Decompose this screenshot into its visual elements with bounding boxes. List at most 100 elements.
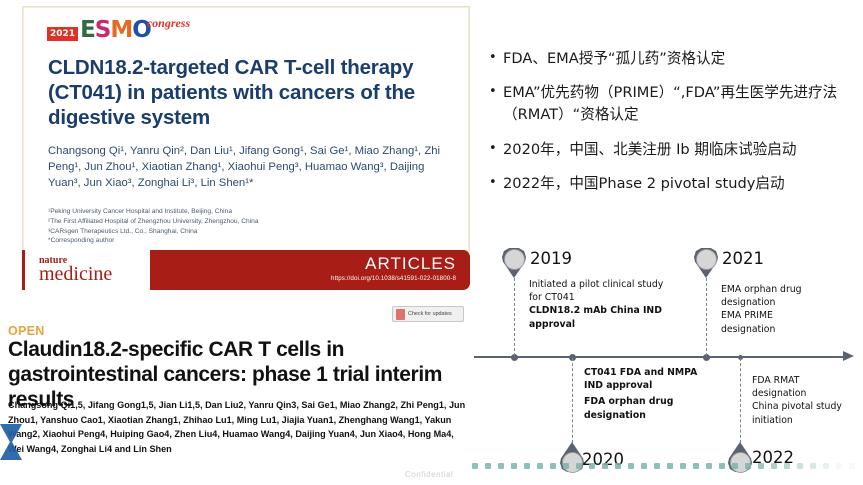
decoration-dot [615, 463, 621, 469]
pin-circle [696, 249, 717, 270]
decoration-dot [576, 463, 582, 469]
esmo-logo: 2021 E S M O congress [47, 15, 191, 44]
crossmark-icon [396, 308, 405, 320]
nature-medicine-authors: Changsong Qi1,5, Jifang Gong1,5, Jian Li… [8, 400, 466, 455]
decoration-dot [628, 463, 634, 469]
decoration-dot [849, 463, 855, 469]
timeline-axis [474, 356, 844, 358]
bullet-dot-icon: • [489, 50, 497, 65]
esmo-poster-affiliations: ¹Peking University Cancer Hospital and I… [48, 207, 448, 246]
event-line: Initiated a pilot clinical study [529, 279, 664, 290]
check-for-updates-badge[interactable]: Check for updates [392, 306, 464, 322]
timeline-connector-2020 [572, 358, 573, 448]
decoration-dot [667, 463, 673, 469]
bullet-item: • FDA、EMA授予“孤儿药”资格认定 [489, 48, 859, 70]
event-line: FDA RMAT [752, 375, 800, 386]
decoration-dot [654, 463, 660, 469]
esmo-letter-e: E [80, 17, 96, 44]
event-line: FDA orphan drug [584, 396, 674, 408]
esmo-congress-word: congress [146, 16, 191, 30]
esmo-letter-o: O [132, 17, 152, 44]
timeline-year-label-2021: 2021 [722, 249, 764, 268]
timeline-events-2019: Initiated a pilot clinical study for CT0… [529, 278, 669, 331]
decoration-dot [706, 463, 712, 469]
decoration-dot [797, 463, 803, 469]
event-line: designation [721, 297, 776, 309]
check-for-updates-label: Check for updates [408, 311, 452, 317]
timeline-graphic: 2019 Initiated a pilot clinical study fo… [472, 246, 863, 485]
decoration-dot [732, 463, 738, 469]
timeline-node-dot-2019 [510, 354, 518, 361]
event-line: EMA PRIME [721, 310, 773, 322]
event-line: designation [752, 388, 807, 400]
decoration-dot [641, 463, 647, 469]
nature-medicine-band: nature medicine ARTICLES https://doi.org… [22, 250, 470, 290]
event-line: EMA orphan drug [721, 284, 802, 295]
decoration-dot [784, 463, 790, 469]
bullet-text: FDA、EMA授予“孤儿药”资格认定 [503, 50, 726, 67]
open-access-label: OPEN [8, 324, 45, 338]
event-line: China pivotal study [752, 401, 842, 413]
decoration-dot [771, 463, 777, 469]
bullet-item: • EMA”优先药物（PRIME）“,FDA”再生医学先进疗法（RMAT）“资格… [489, 82, 859, 126]
decoration-dot [602, 463, 608, 469]
articles-label-group: ARTICLES https://doi.org/10.1038/s41591-… [331, 254, 456, 282]
bullet-dot-icon: • [489, 84, 497, 100]
articles-label: ARTICLES [365, 254, 456, 273]
bullet-text: 2020年，中国、北美注册 Ib 期临床试验启动 [503, 140, 797, 158]
decoration-dot [472, 463, 478, 469]
bullet-dot-icon: • [489, 140, 497, 156]
esmo-poster-card: 2021 E S M O congress CLDN18.2-targeted … [22, 6, 470, 252]
confidential-watermark: Confidential [405, 470, 454, 479]
timeline-year-label-2019: 2019 [530, 249, 572, 268]
esmo-letters: E S M O [80, 17, 152, 44]
timeline-events-2022: FDA RMAT designation China pivotal study… [752, 374, 863, 427]
medicine-wordmark: medicine [39, 262, 113, 285]
nature-medicine-article-title: Claudin18.2-specific CAR T cells in gast… [8, 338, 443, 412]
esmo-poster-authors: Changsong Qi¹, Yanru Qin², Dan Liu¹, Jif… [48, 145, 441, 190]
affiliation-line: ³CARsgen Therapeutics Ltd., Co., Shangha… [48, 227, 198, 235]
pin-circle [504, 249, 525, 270]
timeline-connector-2019 [514, 278, 515, 356]
event-line: approval [529, 318, 576, 330]
bullet-text: 2022年，中国Phase 2 pivotal study启动 [503, 174, 785, 192]
timeline-node-dot-2022 [737, 355, 743, 360]
decoration-dot [836, 463, 842, 469]
doi-text: https://doi.org/10.1038/s41591-022-01800… [331, 275, 456, 282]
affiliation-line: *Corresponding author [48, 237, 115, 245]
nature-medicine-logo: nature medicine [22, 250, 150, 290]
esmo-poster-title: CLDN18.2-targeted CAR T-cell therapy (CT… [48, 56, 415, 129]
timeline-events-2020: CT041 FDA and NMPA IND approval FDA orph… [584, 366, 724, 422]
decoration-dot [810, 463, 816, 469]
timeline-pin-2019 [502, 248, 526, 278]
decoration-dot [550, 463, 556, 469]
event-line: IND approval [584, 380, 653, 392]
decoration-dot [537, 463, 543, 469]
bullet-list: • FDA、EMA授予“孤儿药”资格认定 • EMA”优先药物（PRIME）“,… [489, 48, 859, 207]
dotted-decoration-strip [472, 462, 863, 470]
decoration-dot [589, 463, 595, 469]
timeline-pin-2021 [694, 248, 718, 278]
decoration-dot [511, 463, 517, 469]
timeline-events-2021: EMA orphan drug designation EMA PRIME de… [721, 283, 851, 336]
left-image-column: 2021 E S M O congress CLDN18.2-targeted … [0, 6, 470, 460]
affiliation-line: ²The First Affiliated Hospital of Zhengz… [48, 217, 259, 225]
decoration-dot [719, 463, 725, 469]
decoration-dot [680, 463, 686, 469]
timeline-connector-2022 [740, 358, 741, 448]
event-line: CT041 FDA and NMPA [584, 367, 698, 378]
esmo-letter-m: M [110, 17, 133, 44]
event-line: CLDN18.2 mAb China IND [529, 305, 662, 317]
event-line: designation [721, 323, 776, 335]
bullet-item: • 2022年，中国Phase 2 pivotal study启动 [489, 173, 859, 195]
decoration-dot [693, 463, 699, 469]
esmo-letter-s: S [94, 17, 112, 44]
bullet-text: EMA”优先药物（PRIME）“,FDA”再生医学先进疗法（RMAT）“资格认定 [503, 84, 838, 124]
decoration-dot [485, 463, 491, 469]
timeline-node-dot-2020 [568, 354, 576, 361]
bullet-item: • 2020年，中国、北美注册 Ib 期临床试验启动 [489, 139, 859, 161]
decoration-dot [758, 463, 764, 469]
affiliation-line: ¹Peking University Cancer Hospital and I… [48, 208, 232, 215]
decoration-dot [498, 463, 504, 469]
